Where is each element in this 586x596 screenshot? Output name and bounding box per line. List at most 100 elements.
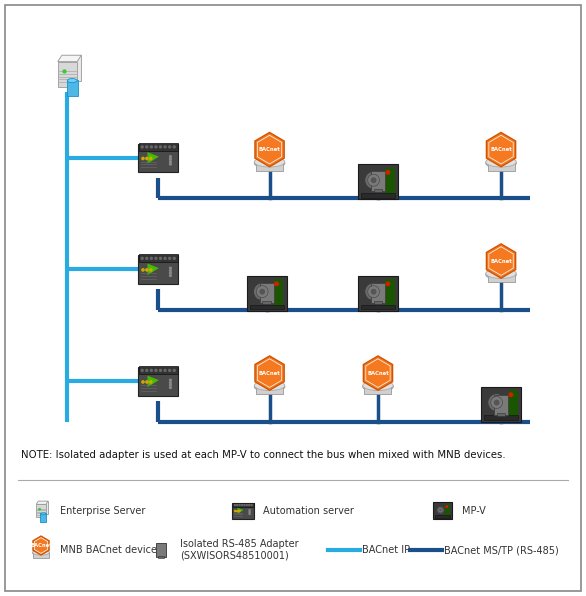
Circle shape bbox=[39, 508, 40, 510]
Circle shape bbox=[169, 379, 171, 381]
Polygon shape bbox=[38, 501, 48, 514]
Polygon shape bbox=[486, 244, 516, 278]
FancyBboxPatch shape bbox=[371, 171, 385, 191]
Circle shape bbox=[169, 275, 171, 277]
Circle shape bbox=[239, 510, 240, 511]
Circle shape bbox=[169, 146, 171, 148]
Circle shape bbox=[164, 370, 166, 371]
Circle shape bbox=[446, 506, 448, 507]
FancyBboxPatch shape bbox=[358, 164, 398, 199]
Ellipse shape bbox=[486, 157, 516, 167]
FancyBboxPatch shape bbox=[361, 305, 395, 309]
FancyBboxPatch shape bbox=[361, 193, 395, 198]
Circle shape bbox=[146, 257, 148, 259]
Circle shape bbox=[437, 506, 444, 514]
FancyBboxPatch shape bbox=[488, 162, 515, 171]
Polygon shape bbox=[255, 132, 284, 167]
FancyBboxPatch shape bbox=[496, 413, 506, 417]
Circle shape bbox=[509, 393, 513, 396]
Ellipse shape bbox=[486, 158, 516, 168]
FancyBboxPatch shape bbox=[371, 283, 385, 303]
Circle shape bbox=[146, 157, 148, 160]
Circle shape bbox=[246, 504, 247, 505]
Circle shape bbox=[159, 370, 162, 371]
Circle shape bbox=[234, 510, 236, 511]
Circle shape bbox=[493, 399, 500, 405]
Circle shape bbox=[244, 504, 245, 505]
FancyBboxPatch shape bbox=[5, 5, 581, 591]
Circle shape bbox=[142, 269, 144, 271]
Text: NOTE: Isolated adapter is used at each MP-V to connect the bus when mixed with M: NOTE: Isolated adapter is used at each M… bbox=[21, 450, 505, 460]
FancyBboxPatch shape bbox=[274, 280, 284, 307]
Circle shape bbox=[151, 257, 152, 259]
Polygon shape bbox=[255, 356, 284, 390]
Circle shape bbox=[141, 257, 143, 259]
Text: Enterprise Server: Enterprise Server bbox=[60, 506, 146, 516]
Circle shape bbox=[155, 257, 157, 259]
Circle shape bbox=[169, 159, 171, 160]
Circle shape bbox=[371, 288, 377, 294]
Circle shape bbox=[141, 370, 143, 371]
FancyBboxPatch shape bbox=[373, 189, 383, 193]
Polygon shape bbox=[33, 536, 49, 555]
FancyBboxPatch shape bbox=[138, 254, 178, 262]
Circle shape bbox=[169, 382, 171, 383]
FancyBboxPatch shape bbox=[445, 504, 450, 517]
Circle shape bbox=[386, 282, 390, 285]
FancyBboxPatch shape bbox=[488, 273, 515, 283]
FancyBboxPatch shape bbox=[247, 276, 287, 311]
Circle shape bbox=[146, 146, 148, 148]
FancyBboxPatch shape bbox=[373, 301, 383, 305]
Ellipse shape bbox=[363, 381, 393, 392]
Circle shape bbox=[259, 288, 265, 294]
Circle shape bbox=[169, 370, 171, 371]
Circle shape bbox=[164, 146, 166, 148]
Circle shape bbox=[141, 146, 143, 148]
Text: BACnet: BACnet bbox=[258, 371, 281, 375]
Circle shape bbox=[146, 370, 148, 371]
FancyBboxPatch shape bbox=[364, 385, 391, 395]
Circle shape bbox=[234, 504, 236, 505]
Circle shape bbox=[169, 267, 171, 269]
Circle shape bbox=[142, 381, 144, 383]
FancyBboxPatch shape bbox=[432, 502, 452, 520]
Circle shape bbox=[440, 509, 442, 511]
FancyBboxPatch shape bbox=[138, 144, 179, 172]
Polygon shape bbox=[57, 61, 77, 88]
Circle shape bbox=[248, 504, 250, 505]
Circle shape bbox=[150, 157, 152, 160]
Circle shape bbox=[169, 156, 171, 157]
Circle shape bbox=[155, 146, 157, 148]
Circle shape bbox=[169, 163, 171, 165]
Polygon shape bbox=[148, 263, 159, 275]
Text: Isolated RS-485 Adapter
(SXWISORS48510001): Isolated RS-485 Adapter (SXWISORS4851000… bbox=[180, 539, 299, 561]
Circle shape bbox=[173, 257, 175, 259]
Circle shape bbox=[257, 285, 268, 297]
Circle shape bbox=[173, 370, 175, 371]
Circle shape bbox=[159, 146, 162, 148]
Circle shape bbox=[251, 504, 252, 505]
Circle shape bbox=[169, 387, 171, 389]
Ellipse shape bbox=[363, 380, 393, 390]
Ellipse shape bbox=[33, 550, 49, 555]
FancyBboxPatch shape bbox=[358, 276, 398, 311]
Ellipse shape bbox=[41, 513, 46, 515]
FancyBboxPatch shape bbox=[156, 543, 166, 557]
FancyBboxPatch shape bbox=[386, 280, 395, 307]
Ellipse shape bbox=[254, 380, 285, 390]
Circle shape bbox=[169, 270, 171, 271]
Circle shape bbox=[237, 504, 238, 505]
Text: BACnet: BACnet bbox=[367, 371, 389, 375]
Text: Automation server: Automation server bbox=[263, 506, 353, 516]
Circle shape bbox=[386, 170, 390, 174]
FancyBboxPatch shape bbox=[33, 552, 49, 557]
Circle shape bbox=[151, 146, 152, 148]
FancyBboxPatch shape bbox=[435, 516, 450, 519]
FancyBboxPatch shape bbox=[509, 390, 518, 418]
Text: BACnet: BACnet bbox=[490, 147, 512, 152]
Polygon shape bbox=[62, 55, 81, 81]
FancyBboxPatch shape bbox=[67, 80, 78, 96]
FancyBboxPatch shape bbox=[40, 513, 46, 522]
Polygon shape bbox=[486, 132, 516, 167]
Circle shape bbox=[150, 269, 152, 271]
